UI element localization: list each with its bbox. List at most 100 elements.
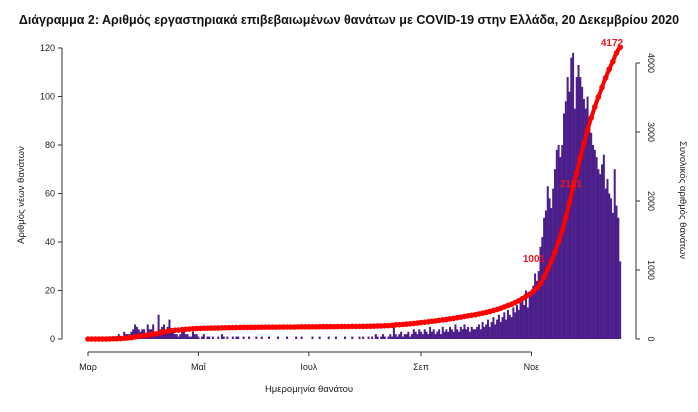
bar: [222, 336, 225, 339]
bar: [436, 331, 439, 339]
bar: [550, 208, 553, 339]
bar: [380, 336, 383, 339]
bar: [132, 329, 135, 339]
x-axis-label: Ημερομηνία θανάτου: [265, 384, 353, 395]
bar: [175, 334, 178, 339]
bar: [581, 86, 584, 339]
cumulative-line: [85, 44, 623, 342]
bar: [601, 164, 604, 339]
bar: [481, 322, 484, 339]
bar: [606, 178, 609, 339]
bar: [382, 334, 385, 339]
cumulative-point: [537, 280, 544, 287]
bar: [286, 336, 289, 339]
bar: [454, 324, 457, 339]
bar: [590, 132, 593, 339]
bar: [186, 334, 189, 339]
bar: [608, 193, 611, 339]
bar: [525, 290, 528, 339]
y-right-tick-label: 1000: [646, 260, 656, 280]
bar: [447, 331, 450, 339]
y-axis-right-label: Συνολικός αριθμός θανάτων: [677, 141, 688, 259]
bar: [539, 246, 542, 339]
cumulative-point: [541, 274, 547, 280]
bar: [439, 334, 442, 339]
cumulative-point: [559, 227, 566, 234]
bar: [410, 334, 413, 339]
bar: [485, 324, 488, 339]
bar: [443, 331, 446, 339]
bar: [573, 108, 576, 339]
bar: [599, 174, 602, 339]
bar: [220, 334, 223, 339]
bar: [389, 334, 392, 339]
bar: [458, 331, 461, 339]
bar: [260, 336, 263, 339]
cumulative-point: [534, 285, 540, 291]
bar: [392, 324, 395, 339]
annotation-1000: 1001: [523, 254, 546, 265]
bar: [501, 317, 504, 339]
bar: [412, 329, 415, 339]
bar: [492, 317, 495, 339]
bar: [416, 334, 419, 339]
bar: [420, 331, 423, 339]
bar: [617, 217, 620, 339]
bar: [613, 169, 616, 339]
bar: [146, 324, 149, 339]
bar: [181, 329, 184, 339]
bar: [401, 336, 404, 339]
cumulative-point: [610, 58, 616, 65]
bar: [467, 326, 470, 339]
bar: [494, 324, 497, 339]
bar: [217, 336, 220, 339]
bar: [468, 331, 471, 339]
bar: [588, 120, 591, 339]
bar: [170, 329, 173, 339]
bar: [483, 326, 486, 339]
bar: [595, 157, 598, 339]
annotation-total: 4172: [601, 38, 624, 49]
bar: [195, 334, 198, 339]
bar: [510, 317, 513, 339]
bar: [461, 329, 464, 339]
bar: [602, 154, 605, 339]
bar: [506, 309, 509, 339]
bar: [190, 336, 193, 339]
bar: [474, 329, 477, 339]
x-tick-label: Μαΐ: [191, 362, 207, 372]
bar: [193, 334, 196, 339]
bar: [184, 334, 187, 339]
bar: [575, 77, 578, 339]
cumulative-point: [544, 266, 551, 272]
bar: [456, 329, 459, 339]
bar: [191, 331, 194, 339]
bar: [367, 336, 370, 339]
y-right-tick-label: 3000: [646, 122, 656, 142]
bar: [182, 331, 185, 339]
bar: [586, 96, 589, 339]
x-tick-label: Ιουλ: [300, 362, 317, 372]
bar: [497, 314, 500, 339]
bar: [445, 329, 448, 339]
bar: [434, 334, 437, 339]
bar: [508, 314, 511, 339]
bar: [387, 336, 390, 339]
bar: [295, 336, 298, 339]
bar: [577, 64, 580, 339]
bar: [211, 336, 214, 339]
bar: [400, 331, 403, 339]
bar: [530, 295, 533, 339]
bar: [488, 326, 491, 339]
bar: [552, 188, 555, 339]
cumulative-point: [617, 44, 623, 51]
bar: [526, 307, 529, 339]
bar: [421, 334, 424, 339]
bar: [559, 157, 562, 339]
cumulative-point: [602, 75, 609, 81]
bar: [123, 331, 126, 339]
bar: [179, 334, 182, 339]
bar: [591, 145, 594, 339]
bar: [496, 319, 499, 339]
y-right-tick-label: 4000: [646, 53, 656, 73]
